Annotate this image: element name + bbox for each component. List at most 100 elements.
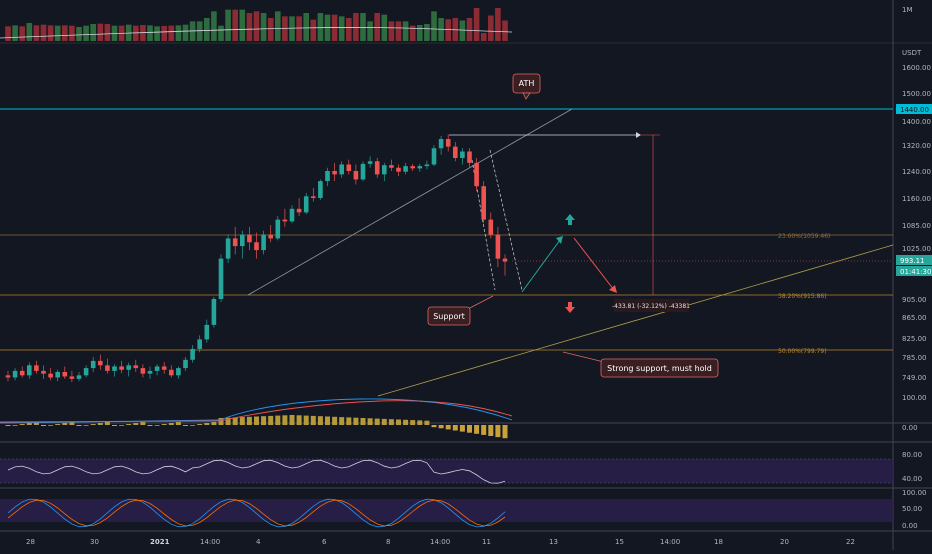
candle-body[interactable]: [303, 196, 309, 213]
time-label: 14:00: [430, 538, 450, 546]
candle-body[interactable]: [296, 208, 302, 213]
candle-body[interactable]: [27, 365, 32, 376]
candle-body[interactable]: [339, 164, 344, 175]
volume-bar: [239, 9, 246, 41]
candle-body[interactable]: [311, 196, 316, 198]
candle-body[interactable]: [62, 372, 68, 377]
candle-body[interactable]: [410, 166, 415, 169]
candle-body[interactable]: [176, 368, 181, 376]
candle-body[interactable]: [41, 370, 46, 374]
candlestick-series[interactable]: [5, 134, 508, 383]
volume-bar: [267, 18, 274, 41]
candle-body[interactable]: [12, 370, 18, 378]
candle-body[interactable]: [346, 164, 352, 172]
candle-body[interactable]: [55, 372, 60, 378]
candle-body[interactable]: [183, 359, 188, 369]
stoch-pane[interactable]: [0, 498, 893, 528]
candle-body[interactable]: [360, 163, 366, 180]
candle-body[interactable]: [105, 365, 110, 371]
candle-body[interactable]: [112, 366, 117, 371]
candle-body[interactable]: [332, 171, 337, 175]
price-axis[interactable]: 1M USDT 1600.00 1500.00 1440.00 1400.00 …: [896, 6, 932, 530]
candle-body[interactable]: [147, 370, 153, 374]
macd-pane[interactable]: [0, 398, 513, 439]
candle-body[interactable]: [502, 258, 508, 262]
candle-body[interactable]: [424, 164, 430, 167]
long-trendline[interactable]: [377, 244, 894, 397]
candle-body[interactable]: [282, 219, 288, 222]
candle-body[interactable]: [488, 219, 494, 235]
candle-body[interactable]: [240, 234, 245, 247]
measure-label[interactable]: -433.81 (-32.12%) -43381: [612, 299, 690, 312]
candle-body[interactable]: [98, 360, 103, 366]
fib-236-label: 23.60%(1059.46): [778, 233, 830, 240]
candle-body[interactable]: [161, 366, 167, 370]
candle-body[interactable]: [495, 234, 501, 259]
macd-histogram-bar: [396, 419, 401, 425]
time-axis[interactable]: 28 30 2021 14:00 4 6 8 14:00 11 13 15 14…: [26, 538, 855, 546]
candle-body[interactable]: [90, 360, 96, 369]
candle-body[interactable]: [268, 234, 273, 239]
candle-body[interactable]: [197, 339, 202, 349]
candle-body[interactable]: [126, 365, 131, 370]
macd-histogram-bar: [275, 415, 281, 425]
time-label: 14:00: [200, 538, 220, 546]
candle-body[interactable]: [417, 166, 423, 169]
candle-body[interactable]: [453, 146, 458, 158]
currency-label: USDT: [902, 49, 922, 57]
candle-body[interactable]: [481, 186, 486, 220]
candle-body[interactable]: [204, 324, 210, 340]
candle-body[interactable]: [467, 151, 472, 163]
candle-body[interactable]: [140, 368, 146, 374]
ath-price-badge: [896, 104, 932, 114]
candle-body[interactable]: [190, 348, 195, 360]
candle-body[interactable]: [275, 219, 281, 239]
price-tick: 749.00: [902, 374, 927, 382]
candle-body[interactable]: [389, 165, 394, 168]
macd-histogram-bar: [12, 425, 18, 426]
candle-body[interactable]: [5, 375, 11, 378]
candle-body[interactable]: [83, 368, 89, 376]
candle-body[interactable]: [154, 366, 160, 371]
candle-body[interactable]: [367, 161, 373, 164]
candle-body[interactable]: [19, 370, 25, 376]
candle-body[interactable]: [460, 151, 465, 159]
strong-support-callout[interactable]: Strong support, must hold: [562, 351, 719, 378]
candle-body[interactable]: [69, 376, 75, 379]
candle-body[interactable]: [445, 139, 451, 147]
candle-body[interactable]: [48, 373, 53, 378]
volume-bar: [204, 18, 210, 41]
candle-body[interactable]: [438, 139, 444, 149]
support-callout[interactable]: Support: [427, 295, 494, 326]
candle-body[interactable]: [119, 366, 124, 370]
candle-body[interactable]: [225, 238, 231, 259]
candle-body[interactable]: [76, 375, 82, 379]
candle-body[interactable]: [34, 365, 39, 371]
candle-body[interactable]: [374, 161, 380, 175]
candle-body[interactable]: [396, 167, 401, 172]
candle-body[interactable]: [218, 258, 224, 299]
candle-body[interactable]: [353, 171, 359, 180]
candle-body[interactable]: [247, 234, 252, 243]
candle-body[interactable]: [403, 166, 408, 172]
candle-body[interactable]: [325, 171, 330, 182]
candle-body[interactable]: [254, 242, 259, 251]
candle-body[interactable]: [169, 369, 174, 376]
candle-body[interactable]: [431, 148, 437, 165]
ath-callout[interactable]: ATH: [512, 73, 541, 100]
candle-body[interactable]: [133, 365, 139, 369]
candle-body[interactable]: [382, 165, 387, 175]
red-arrow-down-icon[interactable]: [565, 302, 575, 313]
rsi-pane[interactable]: [0, 458, 893, 484]
candle-body[interactable]: [261, 234, 266, 251]
volume-bar: [480, 33, 487, 41]
candle-body[interactable]: [318, 181, 323, 198]
candle-body[interactable]: [474, 162, 479, 187]
candle-body[interactable]: [232, 238, 238, 247]
candle-body[interactable]: [289, 208, 295, 222]
rising-trendline[interactable]: [247, 108, 573, 296]
green-arrow-up-icon[interactable]: [565, 214, 575, 225]
candle-body[interactable]: [211, 299, 217, 325]
